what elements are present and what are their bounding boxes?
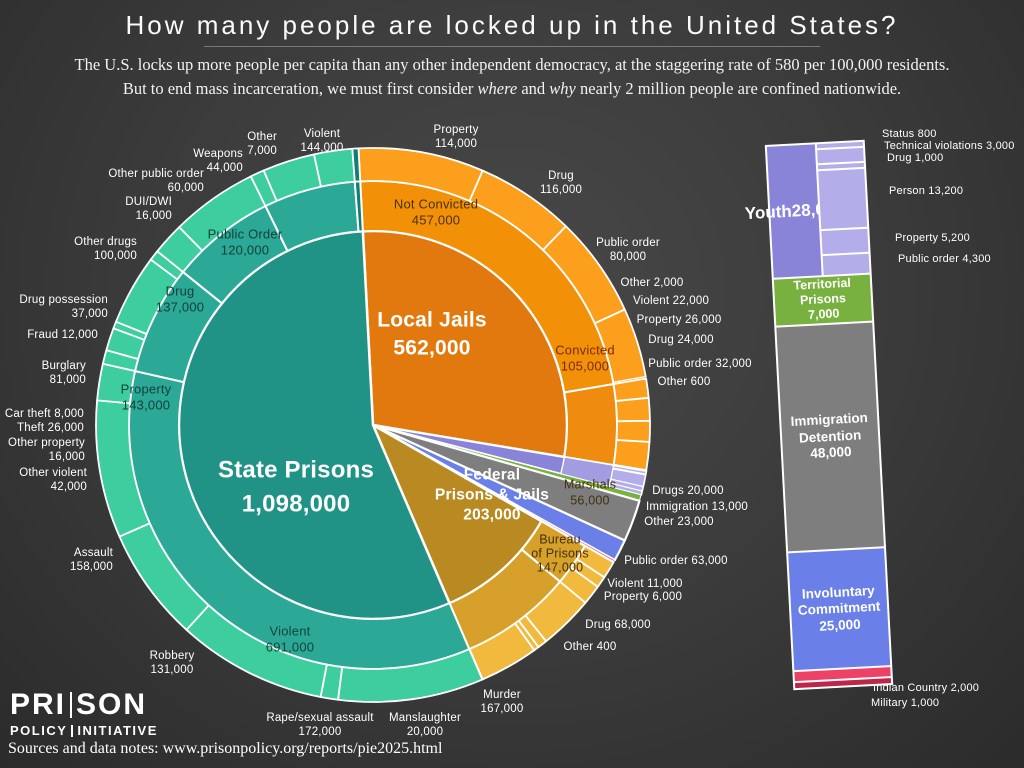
- bar-subsegment-technical-violations: [817, 147, 864, 163]
- pie-local-jails-convicted: [563, 383, 618, 467]
- bar-subsegment-person: [818, 168, 868, 230]
- label-manslaughter: Manslaughter 20,000: [389, 712, 461, 738]
- label-marshals-immigration: Immigration 13,000: [646, 501, 748, 513]
- label-youth-drug: Drug 1,000: [887, 152, 943, 164]
- logo-divider-bar-2: [71, 724, 74, 737]
- label-local-jails: Local Jails 562,000: [377, 308, 487, 359]
- label-drug-possession: Drug possession 37,000: [19, 294, 108, 320]
- logo-divider-bar: [70, 692, 73, 718]
- label-bop-public-order: Public order 63,000: [624, 555, 728, 567]
- prison-policy-initiative-logo: PRI SON POLICY INITIATIVE: [10, 688, 158, 738]
- pie-state-prisons-public-order-weapons: [313, 147, 356, 188]
- label-assault: Assault 158,000: [70, 547, 114, 573]
- label-dui-dwi: DUI/DWI 16,000: [125, 196, 172, 222]
- label-c-violent: Violent 22,000: [633, 295, 709, 307]
- label-jails-drug: Drug 116,000: [540, 170, 582, 196]
- label-youth-status: Status 800: [882, 128, 937, 140]
- label-youth-technical-violations: Technical violations 3,000: [884, 140, 1015, 152]
- label-youth-public-order: Public order 4,300: [898, 253, 991, 265]
- bar-segment-youth-label-area: Youth 28,000: [744, 144, 844, 278]
- label-state-other: Other 7,000: [247, 131, 277, 157]
- label-bureau-of-prisons: Bureau of Prisons 147,000: [531, 532, 589, 574]
- bar-subsegment-public-order: [822, 253, 870, 275]
- label-youth-property: Property 5,200: [895, 232, 970, 244]
- label-bop-other: Other 400: [564, 641, 617, 653]
- label-state-prisons: State Prisons 1,098,000: [218, 456, 374, 517]
- label-murder: Murder 167,000: [481, 689, 524, 715]
- pie-state-prisons-other-other: [351, 147, 362, 183]
- label-car-theft: Car theft 8,000: [5, 408, 84, 420]
- bar-subsegment-property: [821, 228, 869, 255]
- pie-local-jails-convicted-property: [614, 396, 651, 423]
- label-weapons: Weapons 44,000: [193, 148, 243, 174]
- label-marshals-drugs: Drugs 20,000: [652, 485, 723, 497]
- subtitle-line-2: But to end mass incarceration, we must f…: [122, 79, 902, 98]
- label-c-other: Other 600: [658, 376, 711, 388]
- label-jails-public-order: Public order 80,000: [596, 237, 660, 263]
- bar-segment-youth: Youth 28,000: [744, 141, 870, 278]
- label-bop-violent: Violent 11,000: [607, 578, 682, 590]
- label-burglary: Burglary 81,000: [42, 360, 86, 386]
- label-other-property: Other property 16,000: [8, 437, 85, 463]
- bar-segment-youth-subcategories: [816, 141, 870, 275]
- label-rape-sexual-assault: Rape/sexual assault 172,000: [266, 712, 374, 738]
- label-c-drug: Drug 24,000: [648, 334, 714, 346]
- bar-segment-involuntary-commitment: Involuntary Commitment 25,000: [788, 548, 891, 671]
- label-c-public-order: Public order 32,000: [648, 358, 752, 370]
- label-other-public-order: Other public order 60,000: [108, 168, 204, 194]
- label-nc-other: Other 2,000: [621, 277, 684, 289]
- label-bop-drug: Drug 68,000: [585, 619, 651, 631]
- label-state-public-order: Public Order 120,000: [208, 227, 283, 258]
- label-jails-violent: Violent 144,000: [301, 128, 344, 154]
- page-subtitle: The U.S. locks up more people per capita…: [0, 53, 1024, 101]
- title-divider: [204, 46, 820, 47]
- logo-words-policy-initiative: POLICY INITIATIVE: [10, 723, 158, 738]
- bar-segment-immigration-detention: Immigration Detention 48,000: [776, 322, 884, 552]
- sources-note: Sources and data notes: www.prisonpolicy…: [8, 740, 443, 757]
- label-convicted: Convicted 105,000: [555, 343, 615, 374]
- label-indian-country: Indian Country 2,000: [873, 682, 979, 694]
- label-other-drugs: Other drugs 100,000: [74, 236, 137, 262]
- label-state-property: Property 143,000: [121, 382, 172, 413]
- label-state-drug: Drug 137,000: [156, 284, 204, 315]
- logo-word-prison: PRI SON: [10, 688, 148, 721]
- label-youth-person: Person 13,200: [889, 185, 963, 197]
- pie-local-jails-convicted-drug: [615, 419, 651, 443]
- subtitle-line-1: The U.S. locks up more people per capita…: [74, 55, 950, 74]
- label-robbery: Robbery 131,000: [150, 650, 195, 676]
- label-c-property: Property 26,000: [637, 314, 722, 326]
- label-federal-prisons-jails: Federal Prisons & Jails 203,000: [435, 466, 549, 523]
- label-other-violent: Other violent 42,000: [19, 467, 87, 493]
- label-military: Military 1,000: [871, 697, 939, 709]
- page-title: How many people are locked up in the Uni…: [125, 10, 899, 40]
- label-marshals: Marshals 56,000: [564, 477, 616, 507]
- label-bop-property: Property 6,000: [604, 591, 682, 603]
- label-marshals-other: Other 23,000: [644, 516, 714, 528]
- label-not-convicted: Not Convicted 457,000: [394, 197, 478, 228]
- bar-segment-territorial-prisons: Territorial Prisons 7,000: [773, 274, 873, 326]
- label-fraud: Fraud 12,000: [27, 329, 98, 341]
- label-jails-property: Property 114,000: [433, 124, 478, 150]
- label-state-violent: Violent 691,000: [266, 624, 314, 655]
- label-theft: Theft 26,000: [17, 422, 84, 434]
